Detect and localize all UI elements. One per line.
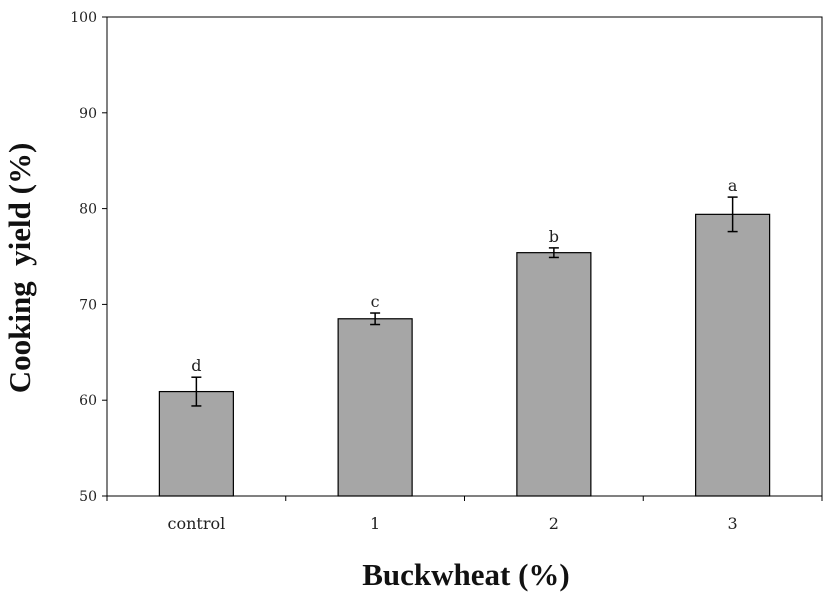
x-axis-title: Buckwheat (%) bbox=[362, 557, 570, 592]
significance-label: a bbox=[728, 176, 738, 195]
y-tick-label: 60 bbox=[79, 393, 97, 409]
x-tick-label: control bbox=[168, 514, 226, 533]
y-tick-label: 80 bbox=[79, 202, 97, 218]
x-tick-label: 1 bbox=[370, 514, 380, 533]
bars bbox=[158, 213, 771, 497]
bar bbox=[158, 390, 234, 497]
bar bbox=[516, 252, 592, 497]
y-tick-label: 50 bbox=[79, 489, 97, 505]
y-axis: 50 60 70 80 90 100 bbox=[70, 10, 107, 505]
significance-labels: d c b a bbox=[191, 176, 738, 375]
error-bars bbox=[191, 196, 738, 407]
y-axis-title: Cooking yield (%) bbox=[2, 143, 37, 394]
error-bar bbox=[727, 196, 738, 233]
x-tick-label: 3 bbox=[728, 514, 738, 533]
error-bar bbox=[370, 312, 381, 326]
y-tick-label: 100 bbox=[70, 10, 97, 26]
y-tick-label: 90 bbox=[79, 106, 97, 122]
significance-label: c bbox=[371, 292, 380, 311]
bar bbox=[695, 213, 771, 497]
error-bar bbox=[548, 247, 559, 259]
x-axis: control 1 2 3 bbox=[106, 496, 823, 533]
bar bbox=[337, 318, 413, 497]
y-tick-label: 70 bbox=[79, 297, 97, 313]
x-tick-label: 2 bbox=[549, 514, 559, 533]
significance-label: d bbox=[191, 356, 201, 375]
significance-label: b bbox=[549, 227, 559, 246]
error-bar bbox=[191, 376, 202, 407]
